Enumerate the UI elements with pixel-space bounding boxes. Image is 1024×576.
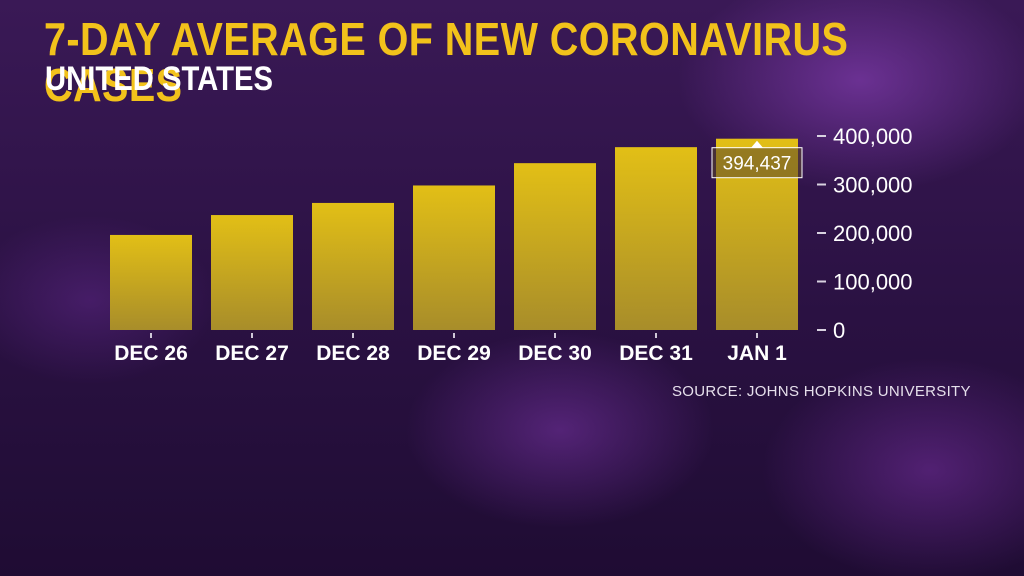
bar xyxy=(413,185,495,330)
data-label-box xyxy=(711,147,803,179)
y-tick-label: 400,000 xyxy=(833,124,913,149)
x-tick-label: DEC 29 xyxy=(417,342,491,365)
x-tick-label: DEC 28 xyxy=(316,342,390,365)
data-label-pointer xyxy=(751,140,763,148)
y-tick-label: 100,000 xyxy=(833,270,913,295)
bar xyxy=(110,234,192,330)
x-tick-label: DEC 27 xyxy=(215,342,289,365)
bar xyxy=(211,215,293,330)
data-labels: 394,437 xyxy=(711,140,803,179)
source-note: SOURCE: JOHNS HOPKINS UNIVERSITY xyxy=(672,383,971,400)
bar xyxy=(312,202,394,330)
chart-title: 7-DAY AVERAGE OF NEW CORONAVIRUS CASES xyxy=(44,13,849,111)
y-axis: 400,000 300,000 200,000 100,000 0 xyxy=(817,124,913,343)
x-tick-label: JAN 1 xyxy=(727,342,787,365)
data-label: 394,437 xyxy=(723,154,792,175)
bars-group xyxy=(110,138,798,330)
x-tick-label: DEC 26 xyxy=(114,342,188,365)
y-tick-label: 300,000 xyxy=(833,173,913,198)
y-tick-label: 0 xyxy=(833,318,845,343)
y-tick-label: 200,000 xyxy=(833,221,913,246)
chart-subtitle: UNITED STATES xyxy=(45,60,273,98)
x-tick-label: DEC 30 xyxy=(518,342,592,365)
bar xyxy=(514,163,596,330)
x-axis: DEC 26 DEC 27 DEC 28 DEC 29 DEC 30 DEC 31 JAN … xyxy=(114,333,787,365)
bar xyxy=(615,147,697,330)
x-tick-label: DEC 31 xyxy=(619,342,693,365)
